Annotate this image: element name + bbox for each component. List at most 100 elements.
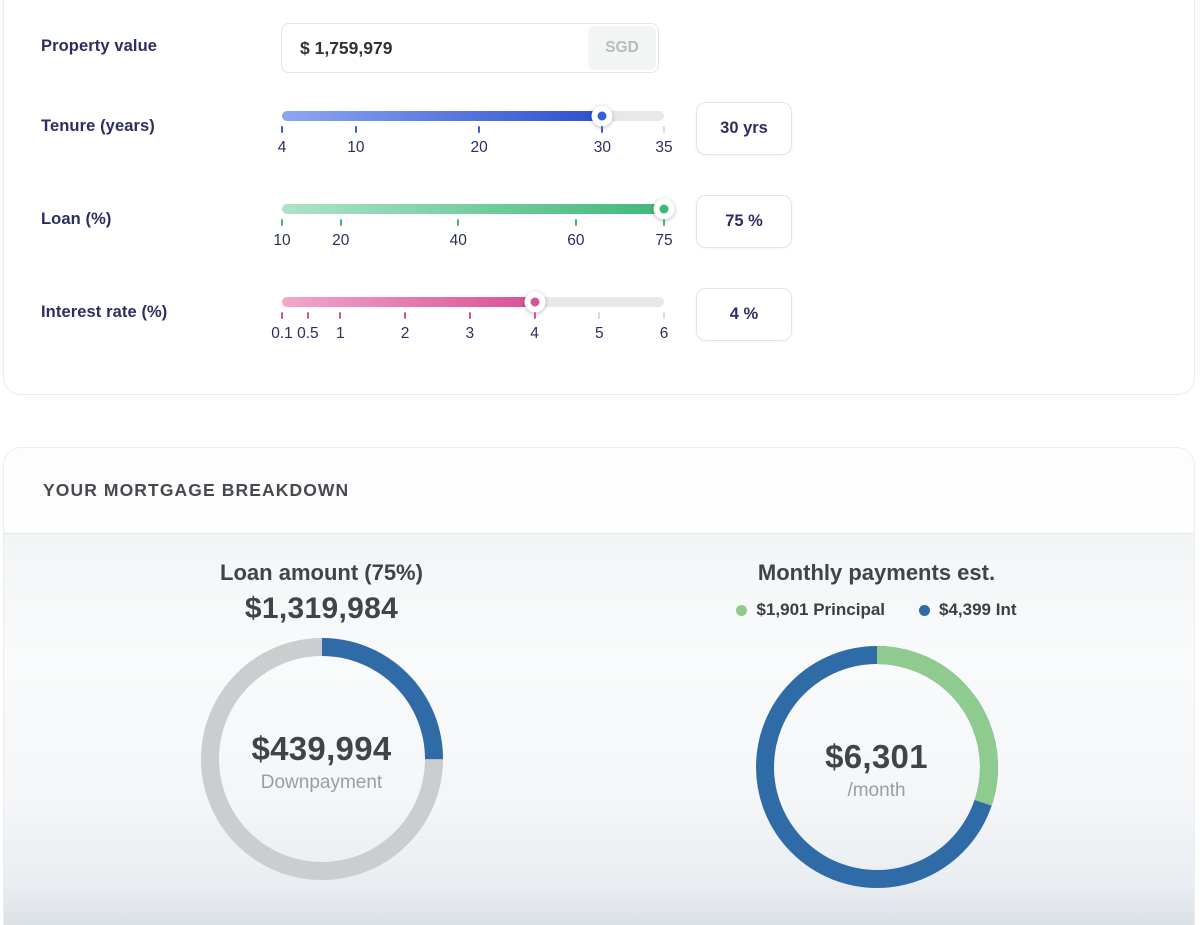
- legend-dot-icon: [919, 604, 931, 616]
- slider-track[interactable]: [282, 198, 675, 220]
- slider-tick-mark: [478, 126, 481, 133]
- slider-tick-label: 40: [449, 232, 467, 249]
- slider-fill: [282, 297, 535, 307]
- loan-amount-heading: Loan amount (75%): [220, 560, 423, 585]
- slider-tick-label: 4: [277, 139, 287, 156]
- donut-ring-arc: [755, 646, 998, 888]
- monthly-payment-amount: $6,301: [825, 737, 928, 775]
- slider-tick-mark: [339, 219, 342, 226]
- downpayment-amount: $439,994: [251, 729, 392, 767]
- slider-fill: [282, 204, 664, 214]
- slider-tick-label: 75: [655, 232, 673, 249]
- breakdown-body: Loan amount (75%) $1,319,984 $439,994 Do…: [4, 534, 1194, 925]
- monthly-payment-label: /month: [847, 779, 906, 801]
- slider[interactable]: 4 10 20 30 35: [278, 105, 673, 167]
- slider-tick-mark: [354, 126, 357, 133]
- slider-tick-label: 5: [594, 325, 604, 342]
- slider-label: Loan (%): [41, 210, 112, 228]
- slider-tick-label: 60: [567, 232, 585, 249]
- slider-tick-mark: [281, 126, 283, 133]
- slider-tick-mark: [601, 126, 604, 133]
- slider-tick-labels: 0.1 0.5 1 2 3 4 5 6: [271, 325, 668, 345]
- calculator-card: Property value SGD Tenure (years) 4 10 20 3…: [3, 0, 1195, 395]
- property-value-input[interactable]: [282, 24, 586, 72]
- slider-value-badge[interactable]: 30 yrs: [696, 102, 792, 155]
- currency-suffix: SGD: [588, 26, 656, 70]
- property-value-input-group: SGD: [281, 23, 659, 73]
- donut-ring-arc: [200, 638, 443, 880]
- monthly-payment-donut-chart: $6,301 /month: [755, 646, 998, 893]
- slider-tick-label: 4: [530, 325, 539, 342]
- legend-item: $4,399 Int: [919, 600, 1017, 620]
- slider-tick-mark: [533, 312, 536, 319]
- slider-tick-label: 10: [347, 139, 365, 156]
- breakdown-title: YOUR MORTGAGE BREAKDOWN: [43, 480, 350, 500]
- slider-tick-mark: [663, 126, 665, 133]
- slider-thumb-dot: [597, 111, 607, 121]
- slider-tick-mark: [404, 312, 407, 319]
- property-value-label: Property value: [41, 37, 158, 55]
- slider-tick-mark: [598, 312, 601, 319]
- slider-tick-label: 35: [655, 139, 673, 156]
- downpayment-donut-svg: [200, 638, 443, 880]
- legend-label: $4,399 Int: [939, 600, 1017, 619]
- slider-row: Loan (%) 10 20 40 60 75 75 %: [4, 188, 1194, 260]
- slider-track[interactable]: [282, 105, 664, 127]
- slider-thumb[interactable]: [653, 198, 675, 220]
- slider[interactable]: 10 20 40 60 75: [273, 198, 675, 260]
- mortgage-breakdown-card: YOUR MORTGAGE BREAKDOWN Loan amount (75%…: [3, 447, 1195, 925]
- loan-amount-panel: Loan amount (75%) $1,319,984 $439,994 Do…: [44, 560, 599, 925]
- slider-value-badge[interactable]: 75 %: [696, 195, 792, 248]
- slider-tick-mark: [306, 312, 309, 319]
- breakdown-header: YOUR MORTGAGE BREAKDOWN: [4, 448, 1194, 534]
- slider-tick-label: 3: [465, 325, 475, 342]
- slider-tick-mark: [663, 219, 665, 226]
- slider-row: Tenure (years) 4 10 20 30 35 30 yrs: [4, 95, 1194, 167]
- legend-label: $1,901 Principal: [756, 600, 886, 619]
- slider-tick-labels: 10 20 40 60 75: [273, 232, 672, 252]
- slider-tick-label: 0.5: [297, 325, 319, 342]
- monthly-donut-svg: [755, 646, 998, 888]
- donut-center-text: $439,994 Downpayment: [201, 638, 443, 885]
- slider-thumb[interactable]: [591, 105, 613, 127]
- slider-tick-mark: [468, 312, 471, 319]
- slider-tick-label: 0.1: [271, 325, 293, 342]
- slider-thumb[interactable]: [524, 291, 545, 313]
- loan-amount-value: $1,319,984: [244, 592, 399, 625]
- slider-ticks: [281, 219, 665, 226]
- payments-legend: $1,901 Principal $4,399 Int: [599, 600, 1154, 620]
- slider-thumb-dot: [659, 204, 669, 214]
- downpayment-donut-chart: $439,994 Downpayment: [200, 638, 443, 885]
- slider-tick-label: 2: [400, 325, 410, 342]
- slider-ticks: [281, 126, 665, 133]
- slider[interactable]: 0.1 0.5 1 2 3 4 5 6: [271, 291, 668, 353]
- slider-track[interactable]: [282, 291, 664, 313]
- slider-row: Interest rate (%) 0.1 0.5 1 2 3 4 5 6 4 %: [4, 281, 1194, 353]
- slider-tick-label: 20: [332, 232, 350, 249]
- legend-item: $1,901 Principal: [736, 600, 885, 620]
- slider-tick-mark: [339, 312, 342, 319]
- downpayment-label: Downpayment: [260, 771, 383, 793]
- slider-tick-label: 6: [659, 325, 669, 342]
- slider-tick-mark: [574, 219, 577, 226]
- slider-tick-mark: [457, 219, 460, 226]
- slider-value-badge[interactable]: 4 %: [696, 288, 792, 341]
- slider-label: Interest rate (%): [41, 303, 168, 321]
- donut-center-text: $6,301 /month: [756, 646, 998, 893]
- property-value-row: Property value SGD: [4, 21, 1194, 77]
- monthly-payments-heading: Monthly payments est.: [757, 560, 996, 585]
- slider-ticks: [281, 312, 665, 319]
- legend-dot-icon: [736, 604, 748, 616]
- slider-tick-label: 1: [335, 325, 345, 342]
- monthly-payments-panel: Monthly payments est. $1,901 Principal $…: [599, 560, 1154, 925]
- slider-tick-mark: [663, 312, 665, 319]
- slider-tick-label: 20: [470, 139, 488, 156]
- slider-tick-label: 30: [593, 139, 611, 156]
- slider-tick-mark: [281, 219, 283, 226]
- slider-label: Tenure (years): [41, 117, 155, 135]
- slider-fill: [282, 111, 603, 121]
- slider-tick-labels: 4 10 20 30 35: [278, 139, 673, 159]
- slider-thumb-dot: [530, 297, 539, 307]
- slider-tick-mark: [281, 312, 283, 319]
